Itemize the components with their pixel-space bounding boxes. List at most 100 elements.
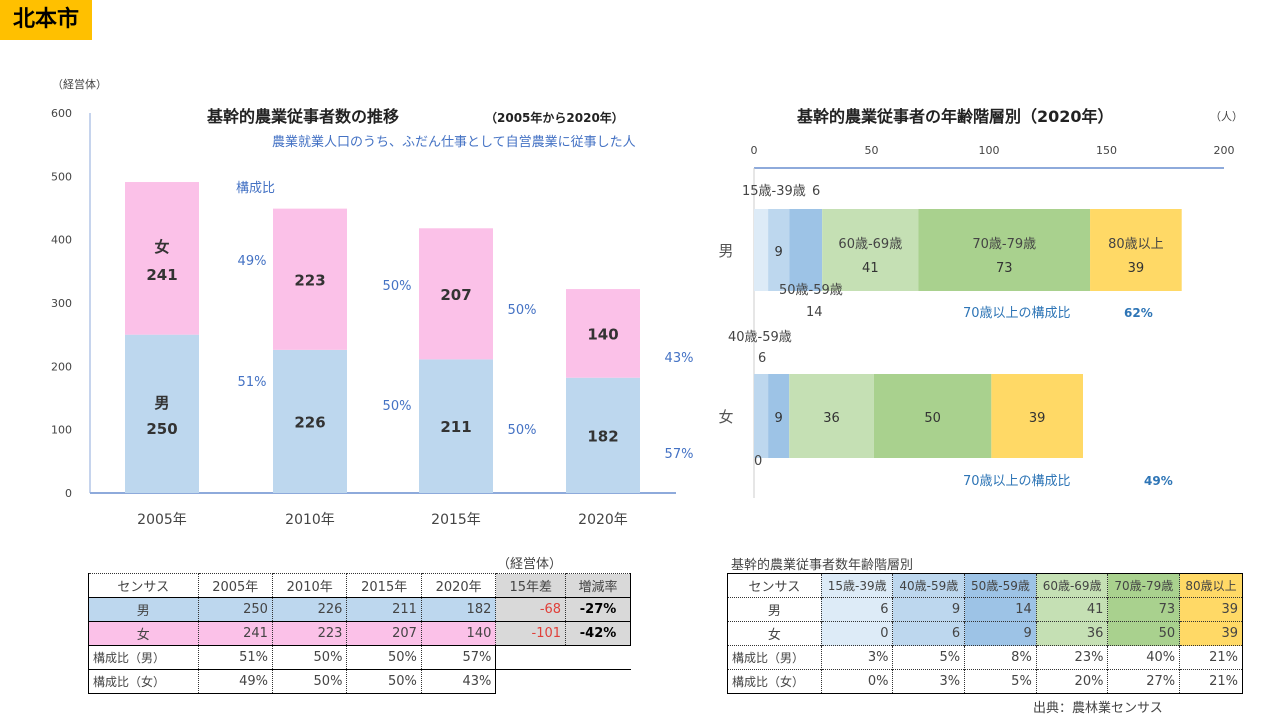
- y-tick: 600: [51, 107, 72, 120]
- header-cell: 60歳-69歳: [1035, 573, 1108, 598]
- bar-female: [566, 289, 640, 378]
- x-tick: 2010年: [285, 512, 335, 528]
- table-cell: 構成比（男）: [727, 645, 822, 670]
- header-cell: 2015年: [346, 573, 422, 598]
- chart1-subtitle: 農業就業人口のうち、ふだん仕事として自営農業に従事した人: [272, 134, 636, 150]
- table-cell: 男: [88, 597, 198, 622]
- y-tick: 200: [51, 360, 72, 373]
- ratio70-label: 70歳以上の構成比: [963, 306, 1071, 321]
- table-row: 男 250 226 211 182 -68 -27%: [88, 597, 631, 622]
- x-tick: 150: [1096, 144, 1117, 157]
- bar-female: [273, 208, 347, 350]
- ratio-male: 50%: [383, 399, 412, 414]
- table-cell: 女: [88, 621, 198, 646]
- header-cell: センサス: [727, 573, 822, 598]
- value-male: 211: [440, 418, 471, 436]
- bar-segment: [754, 209, 769, 291]
- bar-segment: [1090, 209, 1182, 291]
- bar-male: [273, 349, 347, 493]
- table-cell: 23%: [1035, 645, 1108, 670]
- table-cell: 50%: [346, 645, 422, 670]
- table-cell: 14: [964, 597, 1037, 622]
- segment-value: 9: [775, 411, 783, 426]
- segment-value: 39: [1029, 411, 1046, 426]
- table-cell: 構成比（男）: [88, 645, 198, 670]
- table-cell: 構成比（女）: [727, 669, 822, 694]
- y-tick: 500: [51, 170, 72, 183]
- table-cell: -101: [495, 621, 566, 646]
- callout-15-39-value: 6: [812, 184, 820, 199]
- header-cell: 40歳-59歳: [892, 573, 965, 598]
- x-tick: 2005年: [137, 512, 187, 528]
- table-cell: 27%: [1107, 669, 1180, 694]
- table-cell: 構成比（女）: [88, 669, 198, 694]
- segment-value: 36: [823, 411, 840, 426]
- ratio-female: 49%: [238, 254, 267, 269]
- x-tick: 200: [1214, 144, 1235, 157]
- value-male: 182: [587, 427, 618, 445]
- table-cell: 49%: [197, 669, 273, 694]
- y-tick: 400: [51, 234, 72, 247]
- value-female: 140: [587, 325, 618, 343]
- value-male: 250: [146, 420, 177, 438]
- bar-male: [125, 334, 199, 493]
- ratio-male: 51%: [238, 375, 267, 390]
- table-row: 男 6 9 14 41 73 39: [727, 597, 1243, 622]
- bar-segment: [789, 374, 874, 458]
- ratio70-value: 49%: [1144, 474, 1173, 488]
- table-cell: 140: [420, 621, 496, 646]
- value-male: 226: [294, 413, 325, 431]
- ratio-female: 43%: [665, 351, 694, 366]
- table-row: 女 0 6 9 36 50 39: [727, 621, 1243, 646]
- header-cell: 増減率: [565, 573, 631, 598]
- segment-value: 9: [775, 245, 783, 260]
- table-cell: 男: [727, 597, 822, 622]
- table-row: 構成比（女） 49% 50% 50% 43%: [88, 669, 631, 694]
- table-cell: 8%: [964, 645, 1037, 670]
- header-row: センサス 2005年 2010年 2015年 2020年 15年差 増減率: [88, 573, 631, 598]
- ratio70-label: 70歳以上の構成比: [963, 474, 1071, 489]
- bar-male: [566, 377, 640, 493]
- table-cell: 20%: [1035, 669, 1108, 694]
- table-cell: 21%: [1179, 645, 1243, 670]
- chart2-unit: （人）: [1210, 110, 1243, 123]
- table-cell: -68: [495, 597, 566, 622]
- table-cell: 50%: [271, 645, 347, 670]
- header-cell: 2005年: [197, 573, 273, 598]
- header-cell: 15年差: [495, 573, 566, 598]
- empty-cell: [495, 645, 631, 670]
- x-tick: 2020年: [578, 512, 628, 528]
- header-cell: センサス: [88, 573, 198, 598]
- segment-value: 50: [924, 411, 941, 426]
- table-cell: -27%: [565, 597, 631, 622]
- table-cell: 6: [820, 597, 893, 622]
- table-cell: 9: [964, 621, 1037, 646]
- chart1-title-suffix: （2005年から2020年）: [485, 110, 624, 125]
- table-cell: 207: [346, 621, 422, 646]
- table-row: 構成比（男） 3% 5% 8% 23% 40% 21%: [727, 645, 1243, 670]
- header-cell: 2020年: [420, 573, 496, 598]
- segment-name: 80歳以上: [1108, 237, 1164, 252]
- chart1-title: 基幹的農業従事者数の推移: [206, 107, 399, 126]
- segment-value: 41: [862, 261, 879, 276]
- bar-segment: [768, 209, 790, 291]
- callout-40-59-name: 40歳-59歳: [728, 330, 792, 345]
- segment-value: 39: [1128, 261, 1145, 276]
- table-cell: -42%: [565, 621, 631, 646]
- header-cell: 70歳-79歳: [1107, 573, 1180, 598]
- table-cell: 50%: [271, 669, 347, 694]
- ratio70-value: 62%: [1124, 306, 1153, 320]
- y-axis-label: （経営体）: [52, 77, 107, 91]
- table-cell: 21%: [1179, 669, 1243, 694]
- ratio-female: 50%: [508, 303, 537, 318]
- table-cell: 211: [346, 597, 422, 622]
- table-cell: 39: [1179, 621, 1243, 646]
- empty-cell: [495, 669, 631, 694]
- table-cell: 36: [1035, 621, 1108, 646]
- table-cell: 73: [1107, 597, 1180, 622]
- table-cell: 9: [892, 597, 965, 622]
- table-cell: 3%: [892, 669, 965, 694]
- y-tick: 100: [51, 424, 72, 437]
- table-cell: 51%: [197, 645, 273, 670]
- header-row: センサス 15歳-39歳 40歳-59歳 50歳-59歳 60歳-69歳 70歳-79歳 8…: [727, 573, 1243, 598]
